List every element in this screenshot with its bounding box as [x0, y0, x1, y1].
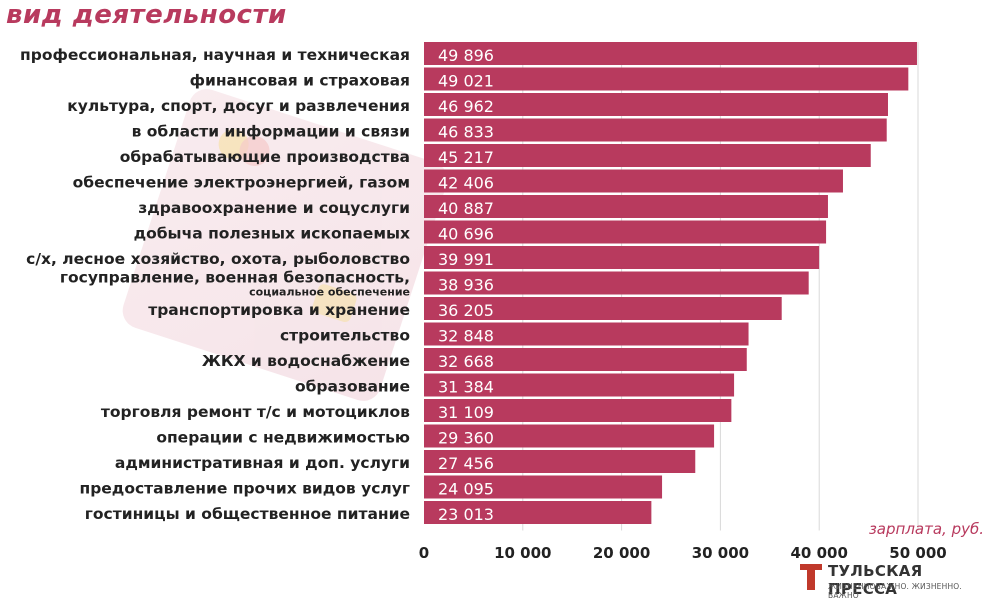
bar [424, 144, 871, 167]
category-label: обеспечение электроэнергией, газом [73, 174, 410, 192]
category-label: здравоохранение и соцуслуги [138, 199, 410, 217]
bar [424, 348, 747, 371]
bar [424, 297, 782, 320]
logo-slogan: ЖИЗНЕННОВАЖНО. ЖИЗНЕННО. ВАЖНО [828, 582, 962, 600]
category-label: торговля ремонт т/с и мотоциклов [101, 403, 410, 421]
x-tick-label: 30 000 [692, 544, 749, 562]
bar [424, 195, 828, 218]
category-label: ЖКХ и водоснабжение [202, 352, 410, 370]
publisher-logo: ТУЛЬСКАЯ ПРЕССА ЖИЗНЕННОВАЖНО. ЖИЗНЕННО.… [800, 562, 990, 600]
bar-value-label: 46 833 [438, 123, 494, 142]
bar [424, 67, 909, 91]
category-label: с/х, лесное хозяйство, охота, рыболовств… [26, 250, 410, 268]
bar [424, 220, 827, 244]
bar [424, 271, 809, 295]
bar-value-label: 31 109 [438, 403, 494, 422]
category-label: обрабатывающие производства [120, 148, 410, 166]
bar-value-label: 23 013 [438, 505, 494, 524]
category-label: строительство [280, 327, 410, 345]
category-label: операции с недвижимостью [156, 429, 410, 447]
bar-value-label: 29 360 [438, 429, 494, 448]
bar [424, 501, 652, 524]
bar-value-label: 49 896 [438, 46, 494, 65]
category-label: госуправление, военная безопасность, [60, 269, 410, 287]
bar [424, 373, 735, 397]
category-label: гостиницы и общественное питание [85, 505, 410, 523]
bar [424, 42, 917, 65]
bar-value-label: 45 217 [438, 148, 494, 167]
x-tick-label: 20 000 [593, 544, 650, 562]
bar [424, 246, 820, 269]
category-label: транспортировка и хранение [148, 301, 410, 319]
bar [424, 424, 715, 448]
bar-value-label: 24 095 [438, 480, 494, 499]
logo-mark-icon [800, 564, 822, 590]
bar [424, 450, 696, 473]
bar [424, 169, 843, 193]
bar-value-label: 38 936 [438, 276, 494, 295]
category-label: профессиональная, научная и техническая [20, 46, 410, 64]
bar-value-label: 39 991 [438, 250, 494, 269]
bar-value-label: 32 848 [438, 327, 494, 346]
bar-value-label: 42 406 [438, 174, 494, 193]
x-tick-label: 10 000 [494, 544, 551, 562]
bar [424, 399, 732, 422]
category-label: финансовая и страховая [190, 72, 410, 90]
bar-value-label: 31 384 [438, 378, 494, 397]
bar-value-label: 32 668 [438, 352, 494, 371]
bar [424, 93, 888, 116]
bar-value-label: 27 456 [438, 454, 494, 473]
x-tick-label: 50 000 [889, 544, 946, 562]
category-label: предоставление прочих видов услуг [79, 480, 410, 498]
category-label: административная и доп. услуги [115, 454, 410, 472]
logo-name: ТУЛЬСКАЯ ПРЕССА [828, 562, 923, 598]
category-label: в области информации и связи [132, 123, 410, 141]
chart-title: вид деятельности [6, 0, 287, 30]
bar-value-label: 46 962 [438, 97, 494, 116]
bar-value-label: 40 696 [438, 225, 494, 244]
bar-value-label: 36 205 [438, 301, 494, 320]
category-label: образование [295, 378, 410, 396]
category-label: культура, спорт, досуг и развлечения [67, 97, 410, 115]
bar [424, 475, 663, 499]
bar-value-label: 40 887 [438, 199, 494, 218]
bar [424, 118, 887, 142]
category-label: добыча полезных ископаемых [134, 225, 410, 243]
category-sublabel: социальное обеспечение [249, 286, 410, 299]
bar [424, 322, 749, 346]
bar-value-label: 49 021 [438, 72, 494, 91]
x-tick-label: 40 000 [790, 544, 847, 562]
x-axis-unit-label: зарплата, руб. [868, 520, 984, 538]
x-tick-label: 0 [419, 544, 429, 562]
